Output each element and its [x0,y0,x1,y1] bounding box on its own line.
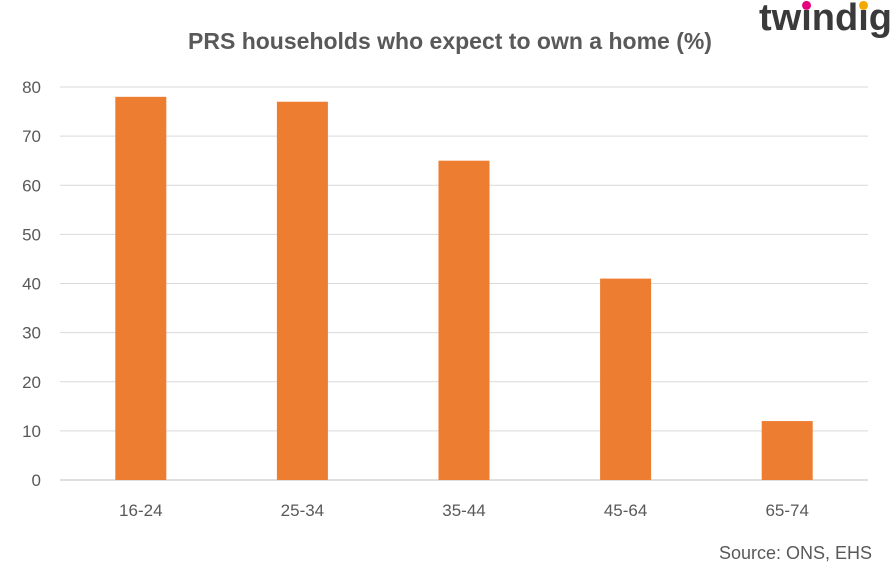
x-axis-ticks: 16-24 25-34 35-44 45-64 65-74 [119,501,809,520]
source-note: Source: ONS, EHS [719,543,872,563]
y-tick-label: 20 [22,373,41,392]
y-tick-label: 60 [22,176,41,195]
logo-text: twindig [759,0,892,39]
bar-25-34 [276,101,328,481]
x-tick-label: 35-44 [442,501,485,520]
y-tick-label: 70 [22,127,41,146]
y-tick-label: 80 [22,78,41,97]
bar-45-64 [600,278,652,480]
y-tick-label: 50 [22,225,41,244]
twindig-logo: twindig [759,0,892,39]
y-tick-label: 40 [22,275,41,294]
bar-16-24 [115,96,167,480]
bars [115,96,813,481]
logo-dot-icon [859,0,869,10]
logo-dot-icon [802,0,812,10]
x-tick-label: 65-74 [765,501,808,520]
y-tick-label: 30 [22,324,41,343]
y-tick-label: 0 [32,471,41,490]
y-tick-label: 10 [22,422,41,441]
chart-title: PRS households who expect to own a home … [188,28,712,54]
y-axis-ticks: 0 10 20 30 40 50 60 70 80 [22,78,41,490]
bar-65-74 [761,421,813,480]
bar-35-44 [438,160,490,480]
x-tick-label: 45-64 [604,501,647,520]
x-tick-label: 25-34 [281,501,324,520]
x-tick-label: 16-24 [119,501,162,520]
